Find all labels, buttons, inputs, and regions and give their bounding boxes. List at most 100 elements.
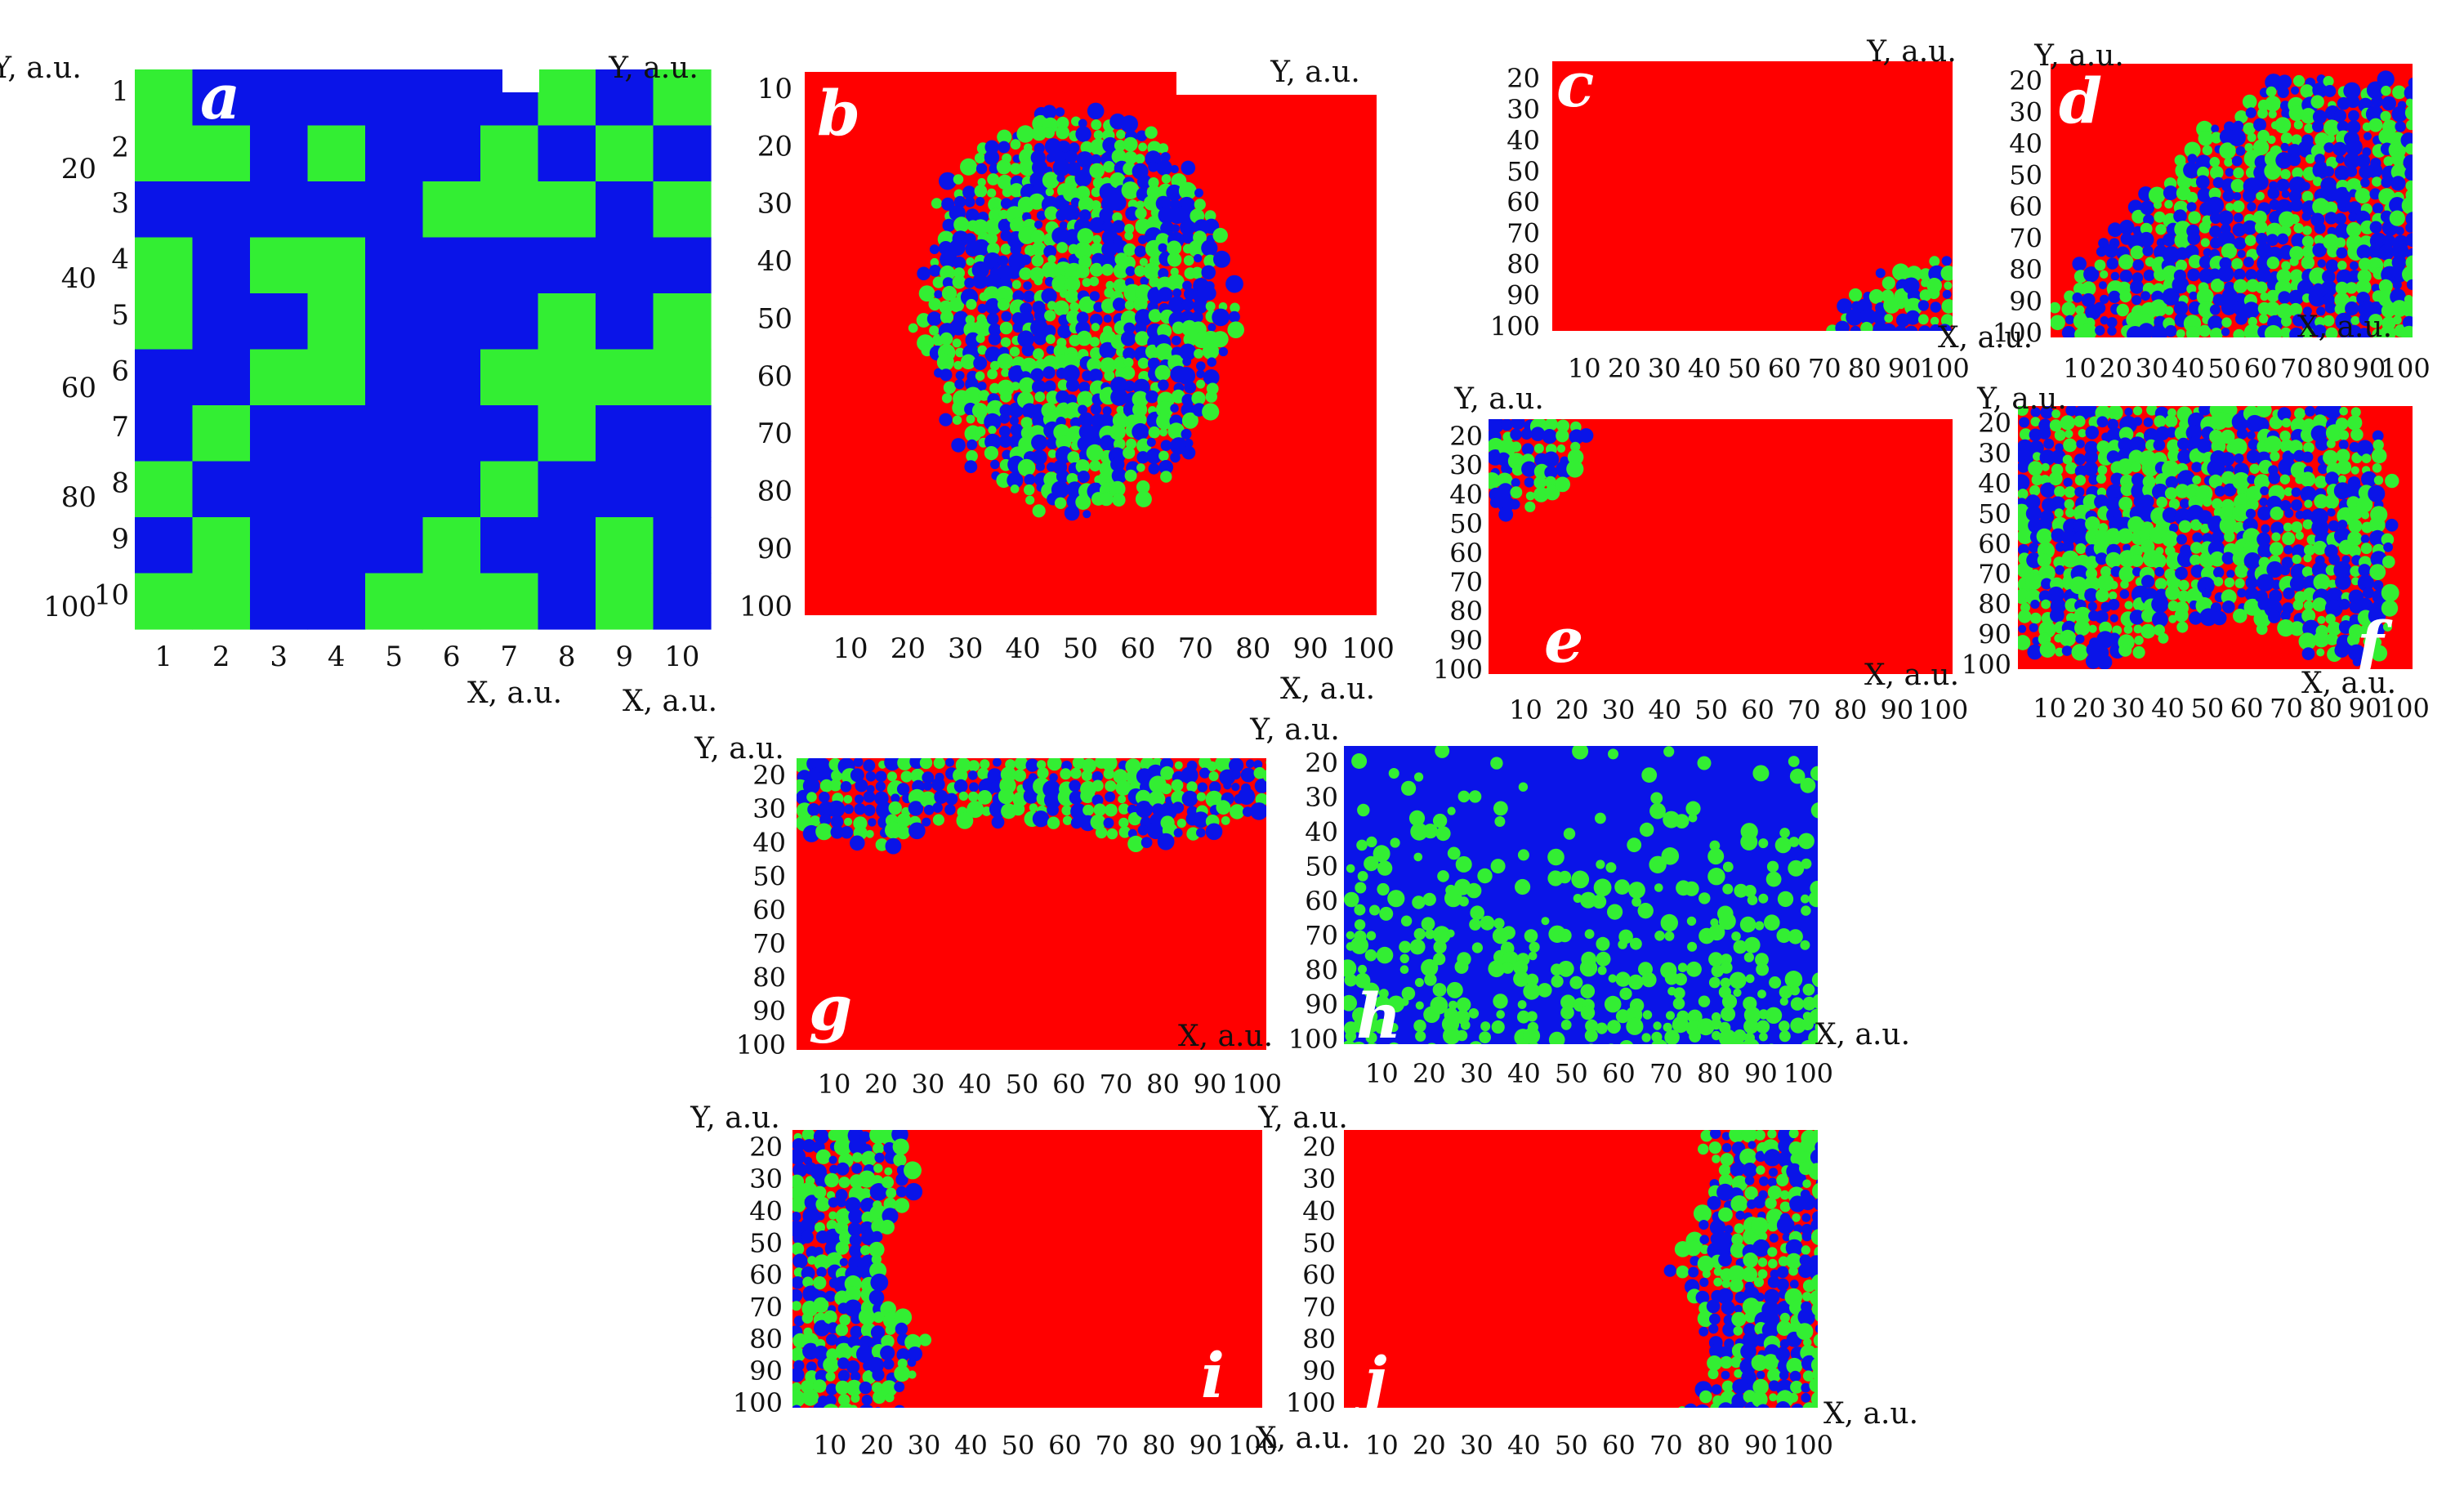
grid-cell [653, 125, 712, 182]
y-tick-label: 50 [752, 861, 786, 892]
grid-cell [307, 293, 366, 351]
x-tick-label: 20 [1556, 694, 1589, 726]
x-tick-label: 10 [664, 641, 699, 673]
y-tick-label: 90 [752, 996, 786, 1027]
y-tick-label: 40 [1305, 816, 1338, 847]
grid-cell [480, 461, 539, 518]
x-tick-label: 80 [2309, 693, 2342, 724]
x-tick-label: 20 [860, 1430, 894, 1461]
x-axis-label: X, a.u. [1256, 1422, 1350, 1455]
y-tick-label: 60 [1305, 886, 1338, 917]
y-tick-label: 80 [2009, 254, 2042, 285]
x-tick-label: 50 [1555, 1430, 1588, 1461]
x-tick-label: 10 [1568, 353, 1601, 384]
x-tick-label: 100 [1918, 694, 1968, 726]
y-tick-label: 9 [111, 523, 129, 556]
x-tick-label: 40 [1507, 1058, 1541, 1089]
x-tick-label: 30 [1460, 1430, 1493, 1461]
y-tick-label: 20 [1305, 748, 1338, 779]
y-tick-label: 100 [1993, 317, 2042, 348]
x-tick-label: 60 [1120, 632, 1155, 665]
grid-cell [307, 125, 366, 182]
y-tick-label: 90 [1305, 989, 1338, 1020]
y-axis-label: Y, a.u. [2033, 39, 2124, 73]
y-axis-label: Y, a.u. [1976, 382, 2067, 416]
grid-cell [596, 293, 654, 351]
grid-cell [307, 461, 366, 518]
panel-b [805, 72, 1377, 615]
panel-g [797, 758, 1266, 1050]
grid-cell [192, 517, 251, 574]
grid-cell [135, 573, 194, 630]
y-tick-label: 40 [1449, 479, 1483, 510]
panel-c-background [1552, 61, 1953, 331]
x-tick-label: 100 [1920, 353, 1970, 384]
x-tick-label: 30 [912, 1069, 945, 1100]
grid-cell [480, 405, 539, 462]
y-tick-label: 5 [111, 299, 129, 332]
grid-cell [250, 573, 309, 630]
y-tick-label: 100 [43, 591, 96, 623]
x-tick-label: 100 [1783, 1430, 1833, 1461]
y-axis-label: Y, a.u. [690, 1101, 780, 1135]
grid-cell [596, 405, 654, 462]
y-tick-label: 30 [752, 793, 786, 824]
x-tick-label: 40 [1648, 694, 1681, 726]
y-tick-label: 90 [1978, 619, 2011, 650]
x-axis-label: X, a.u. [2297, 310, 2392, 344]
x-axis-label: X, a.u. [2301, 667, 2396, 700]
x-tick-label: 90 [1744, 1058, 1778, 1089]
x-tick-label: 50 [1002, 1430, 1035, 1461]
y-tick-label: 60 [757, 360, 792, 393]
x-tick-label: 70 [2280, 353, 2314, 384]
grid-cell [250, 125, 309, 182]
x-tick-label: 80 [1697, 1430, 1730, 1461]
x-tick-label: 50 [2190, 693, 2224, 724]
grid-cell [365, 405, 424, 462]
x-tick-label: 60 [1052, 1069, 1086, 1100]
x-tick-label: 90 [1194, 1069, 1227, 1100]
y-axis-label: Y, a.u. [1249, 713, 1340, 747]
y-tick-label: 1 [111, 75, 129, 108]
x-tick-label: 8 [558, 641, 576, 673]
grid-cell [422, 69, 481, 127]
x-axis-label: X, a.u. [1823, 1397, 1918, 1431]
panel-label-e: e [1544, 604, 1583, 677]
grid-cell [135, 237, 194, 294]
grid-cell [480, 237, 539, 294]
panel-a [135, 69, 712, 630]
x-tick-label: 10 [832, 632, 868, 665]
y-tick-label: 40 [752, 827, 786, 858]
grid-cell [365, 69, 424, 127]
y-tick-label: 70 [752, 928, 786, 959]
x-tick-label: 80 [1848, 353, 1881, 384]
y-tick-label: 90 [2009, 286, 2042, 317]
panel-label-i: i [1201, 1339, 1225, 1412]
y-tick-label: 100 [733, 1387, 783, 1418]
grid-cell [135, 69, 194, 127]
x-tick-label: 30 [908, 1430, 941, 1461]
grid-cell [365, 293, 424, 351]
grid-cell [192, 125, 251, 182]
y-tick-label: 80 [749, 1324, 783, 1355]
grid-cell [250, 237, 309, 294]
y-tick-label: 20 [1507, 63, 1540, 94]
x-tick-label: 30 [948, 632, 983, 665]
grid-cell [192, 573, 251, 630]
y-tick-label: 60 [1449, 538, 1483, 569]
y-tick-label: 20 [749, 1132, 783, 1163]
grid-cell [596, 349, 654, 406]
x-tick-label: 10 [818, 1069, 851, 1100]
y-tick-label: 100 [739, 590, 792, 623]
y-tick-label: 30 [2009, 97, 2042, 128]
y-tick-label: 4 [111, 243, 129, 276]
x-tick-label: 10 [1365, 1430, 1399, 1461]
grid-cell [192, 69, 251, 127]
y-tick-label: 40 [1978, 468, 2011, 499]
y-tick-label: 100 [736, 1029, 786, 1061]
y-tick-label: 100 [1433, 654, 1483, 685]
grid-cell [135, 181, 194, 239]
x-tick-label: 70 [1649, 1430, 1683, 1461]
y-tick-label: 60 [1978, 529, 2011, 560]
grid-cell [192, 293, 251, 351]
